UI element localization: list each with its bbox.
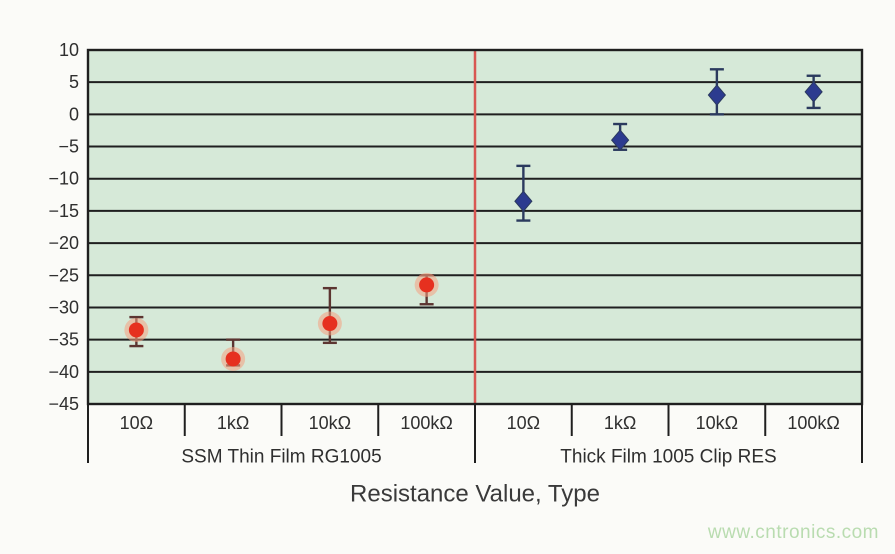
category-label: 10Ω xyxy=(120,413,153,433)
data-point-marker xyxy=(322,316,338,332)
category-label: 100kΩ xyxy=(787,413,840,433)
category-label: 100kΩ xyxy=(400,413,453,433)
y-tick-label: −20 xyxy=(48,233,79,253)
y-tick-label: −30 xyxy=(48,297,79,317)
y-tick-label: 10 xyxy=(59,40,79,60)
category-label: 1kΩ xyxy=(604,413,636,433)
category-label: 10kΩ xyxy=(696,413,738,433)
group-label: Thick Film 1005 Clip RES xyxy=(560,447,776,468)
y-tick-label: −5 xyxy=(58,137,79,157)
data-point-marker xyxy=(707,84,727,106)
category-label: 1kΩ xyxy=(217,413,249,433)
y-tick-label: −40 xyxy=(48,362,79,382)
category-label: 10kΩ xyxy=(309,413,351,433)
data-point-marker xyxy=(514,190,533,213)
data-point-marker xyxy=(610,129,630,151)
category-label: 10Ω xyxy=(507,413,540,433)
x-axis-title: Resistance Value, Type xyxy=(350,481,600,508)
y-tick-label: −45 xyxy=(48,394,79,414)
y-tick-label: −25 xyxy=(48,265,79,285)
data-point-marker xyxy=(804,81,823,103)
watermark: www.cntronics.com xyxy=(707,522,879,543)
y-tick-label: −35 xyxy=(48,330,79,350)
data-point-marker xyxy=(419,277,435,293)
y-tick-label: −10 xyxy=(48,169,79,189)
y-tick-label: 5 xyxy=(69,72,79,92)
y-tick-label: −15 xyxy=(48,201,79,221)
data-point-marker xyxy=(225,351,241,367)
group-label: SSM Thin Film RG1005 xyxy=(181,447,381,468)
data-point-marker xyxy=(128,322,144,338)
y-tick-label: 0 xyxy=(69,104,79,124)
